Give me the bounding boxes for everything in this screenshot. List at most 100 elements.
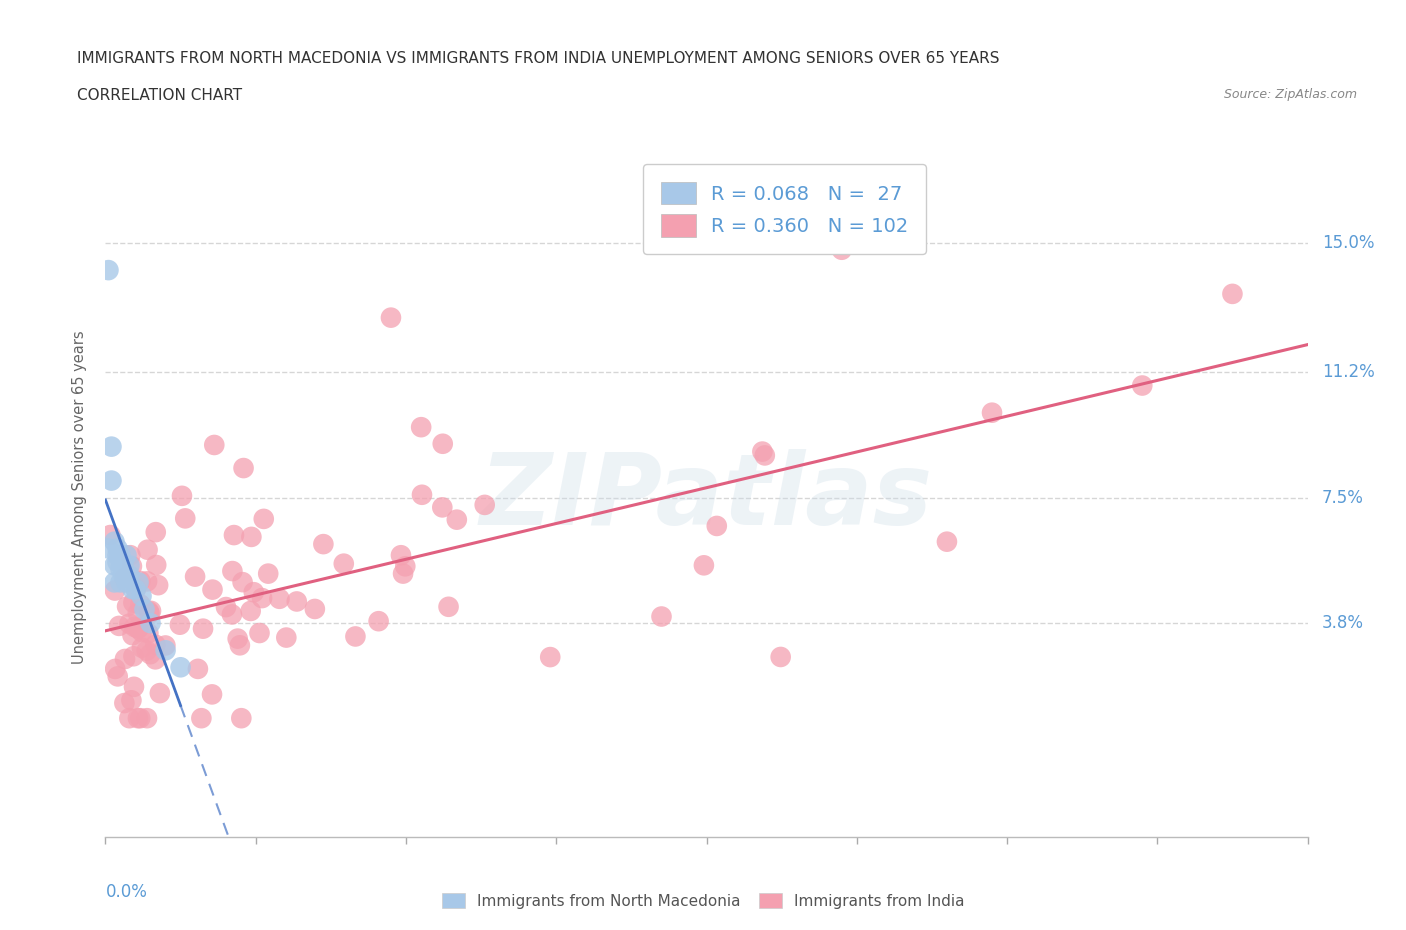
Point xyxy=(170,488,193,503)
Point xyxy=(136,711,159,725)
Point xyxy=(174,511,197,525)
Point xyxy=(538,650,561,665)
Point xyxy=(122,649,145,664)
Text: 11.2%: 11.2% xyxy=(1322,363,1375,381)
Point xyxy=(242,585,264,600)
Point xyxy=(155,643,177,658)
Point xyxy=(276,631,298,645)
Point xyxy=(139,646,162,661)
Point xyxy=(344,629,367,644)
Text: IMMIGRANTS FROM NORTH MACEDONIA VS IMMIGRANTS FROM INDIA UNEMPLOYMENT AMONG SENI: IMMIGRANTS FROM NORTH MACEDONIA VS IMMIG… xyxy=(77,51,1000,66)
Point xyxy=(389,548,412,563)
Point xyxy=(139,616,162,631)
Point xyxy=(155,638,177,653)
Point xyxy=(107,548,129,563)
Point xyxy=(118,568,141,583)
Point xyxy=(831,243,853,258)
Point xyxy=(367,614,389,629)
Text: 15.0%: 15.0% xyxy=(1322,234,1375,252)
Point xyxy=(100,439,122,454)
Point xyxy=(474,498,496,512)
Point xyxy=(222,527,245,542)
Point xyxy=(754,448,776,463)
Point xyxy=(110,575,132,590)
Point xyxy=(191,621,214,636)
Point xyxy=(118,617,141,631)
Point xyxy=(269,591,291,606)
Point xyxy=(187,661,209,676)
Point xyxy=(120,548,142,563)
Point xyxy=(138,606,160,621)
Point xyxy=(136,574,159,589)
Text: CORRELATION CHART: CORRELATION CHART xyxy=(77,88,242,103)
Point xyxy=(285,594,308,609)
Point xyxy=(432,500,454,515)
Point xyxy=(121,582,143,597)
Point xyxy=(115,575,138,590)
Point xyxy=(231,711,253,725)
Point xyxy=(380,311,402,325)
Point xyxy=(145,652,167,667)
Point xyxy=(250,591,273,605)
Point xyxy=(169,618,191,632)
Point xyxy=(232,460,254,475)
Point xyxy=(125,581,148,596)
Point xyxy=(257,566,280,581)
Legend: R = 0.068   N =  27, R = 0.360   N = 102: R = 0.068 N = 27, R = 0.360 N = 102 xyxy=(644,165,927,254)
Point xyxy=(121,559,143,574)
Point xyxy=(131,624,153,639)
Point xyxy=(201,582,224,597)
Text: Source: ZipAtlas.com: Source: ZipAtlas.com xyxy=(1223,88,1357,101)
Point xyxy=(146,578,169,592)
Point xyxy=(122,679,145,694)
Point xyxy=(706,519,728,534)
Point xyxy=(107,669,129,684)
Point xyxy=(1222,286,1244,301)
Point xyxy=(1130,379,1153,393)
Point xyxy=(239,604,262,618)
Point xyxy=(118,558,141,573)
Point xyxy=(108,618,131,633)
Point xyxy=(127,605,149,620)
Point xyxy=(333,556,356,571)
Point xyxy=(149,685,172,700)
Point xyxy=(104,583,127,598)
Point xyxy=(100,527,122,542)
Point xyxy=(145,558,167,573)
Point xyxy=(169,660,191,675)
Point xyxy=(411,419,433,434)
Point xyxy=(437,599,460,614)
Point xyxy=(114,570,136,585)
Text: 7.5%: 7.5% xyxy=(1322,488,1364,507)
Point xyxy=(145,525,167,539)
Point xyxy=(129,574,152,589)
Point xyxy=(100,473,122,488)
Point xyxy=(411,487,433,502)
Point xyxy=(120,693,142,708)
Point xyxy=(650,609,672,624)
Point xyxy=(446,512,468,527)
Point xyxy=(215,600,238,615)
Point xyxy=(981,405,1004,420)
Point xyxy=(97,262,120,277)
Point xyxy=(129,711,152,725)
Point xyxy=(112,558,135,573)
Legend: Immigrants from North Macedonia, Immigrants from India: Immigrants from North Macedonia, Immigra… xyxy=(436,886,970,915)
Point xyxy=(112,568,135,583)
Point xyxy=(103,534,125,549)
Point xyxy=(249,626,271,641)
Point xyxy=(127,620,149,635)
Point xyxy=(131,589,153,604)
Point xyxy=(432,436,454,451)
Point xyxy=(107,554,129,569)
Point xyxy=(103,558,125,573)
Text: 0.0%: 0.0% xyxy=(105,884,148,901)
Point xyxy=(190,711,212,725)
Point xyxy=(128,575,150,590)
Point xyxy=(124,582,146,597)
Point xyxy=(110,548,132,563)
Point xyxy=(135,644,157,658)
Point xyxy=(115,548,138,563)
Point xyxy=(145,637,167,652)
Point xyxy=(392,566,415,581)
